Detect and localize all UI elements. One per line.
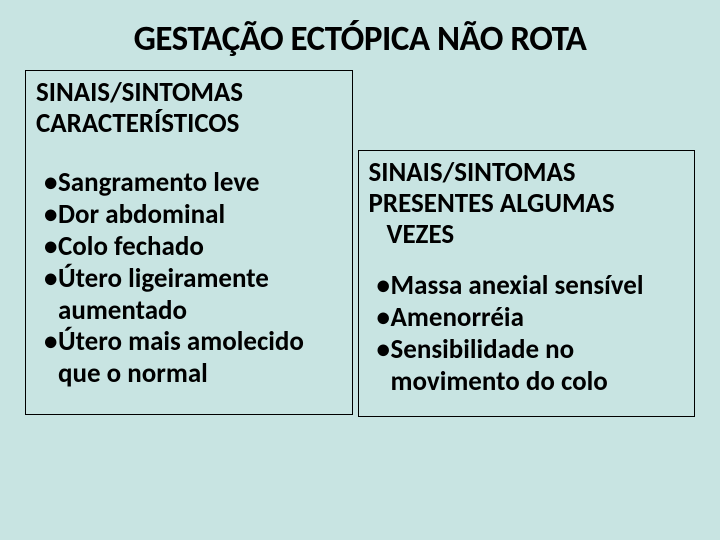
right-heading-line3: VEZES bbox=[369, 218, 455, 251]
list-item: Sangramento leve bbox=[44, 167, 342, 199]
left-heading-line1: SINAIS/SINTOMAS bbox=[36, 76, 243, 109]
right-heading-line2: PRESENTES ALGUMAS bbox=[369, 187, 615, 220]
list-item: Dor abdominal bbox=[44, 199, 342, 231]
list-item: Sensibilidade no movimento do colo bbox=[377, 334, 684, 398]
right-column: SINAIS/SINTOMAS PRESENTES ALGUMAS VEZES … bbox=[358, 150, 695, 417]
left-heading-line2: CARACTERÍSTICOS bbox=[36, 107, 239, 140]
list-item: Amenorréia bbox=[377, 302, 684, 334]
left-column: SINAIS/SINTOMAS CARACTERÍSTICOS Sangrame… bbox=[25, 70, 353, 417]
left-heading: SINAIS/SINTOMAS CARACTERÍSTICOS bbox=[36, 77, 342, 139]
slide-title: GESTAÇÃO ECTÓPICA NÃO ROTA bbox=[0, 0, 720, 70]
right-list: Massa anexial sensível Amenorréia Sensib… bbox=[369, 270, 684, 397]
list-item: Útero ligeiramente aumentado bbox=[44, 263, 342, 327]
left-list: Sangramento leve Dor abdominal Colo fech… bbox=[36, 167, 342, 390]
content-columns: SINAIS/SINTOMAS CARACTERÍSTICOS Sangrame… bbox=[0, 70, 720, 417]
left-box: SINAIS/SINTOMAS CARACTERÍSTICOS Sangrame… bbox=[25, 70, 353, 415]
list-item: Colo fechado bbox=[44, 231, 342, 263]
list-item: Massa anexial sensível bbox=[377, 270, 684, 302]
right-heading-line1: SINAIS/SINTOMAS bbox=[369, 156, 576, 189]
right-heading: SINAIS/SINTOMAS PRESENTES ALGUMAS VEZES bbox=[369, 157, 684, 250]
right-box: SINAIS/SINTOMAS PRESENTES ALGUMAS VEZES … bbox=[358, 150, 695, 417]
list-item: Útero mais amolecido que o normal bbox=[44, 326, 342, 390]
